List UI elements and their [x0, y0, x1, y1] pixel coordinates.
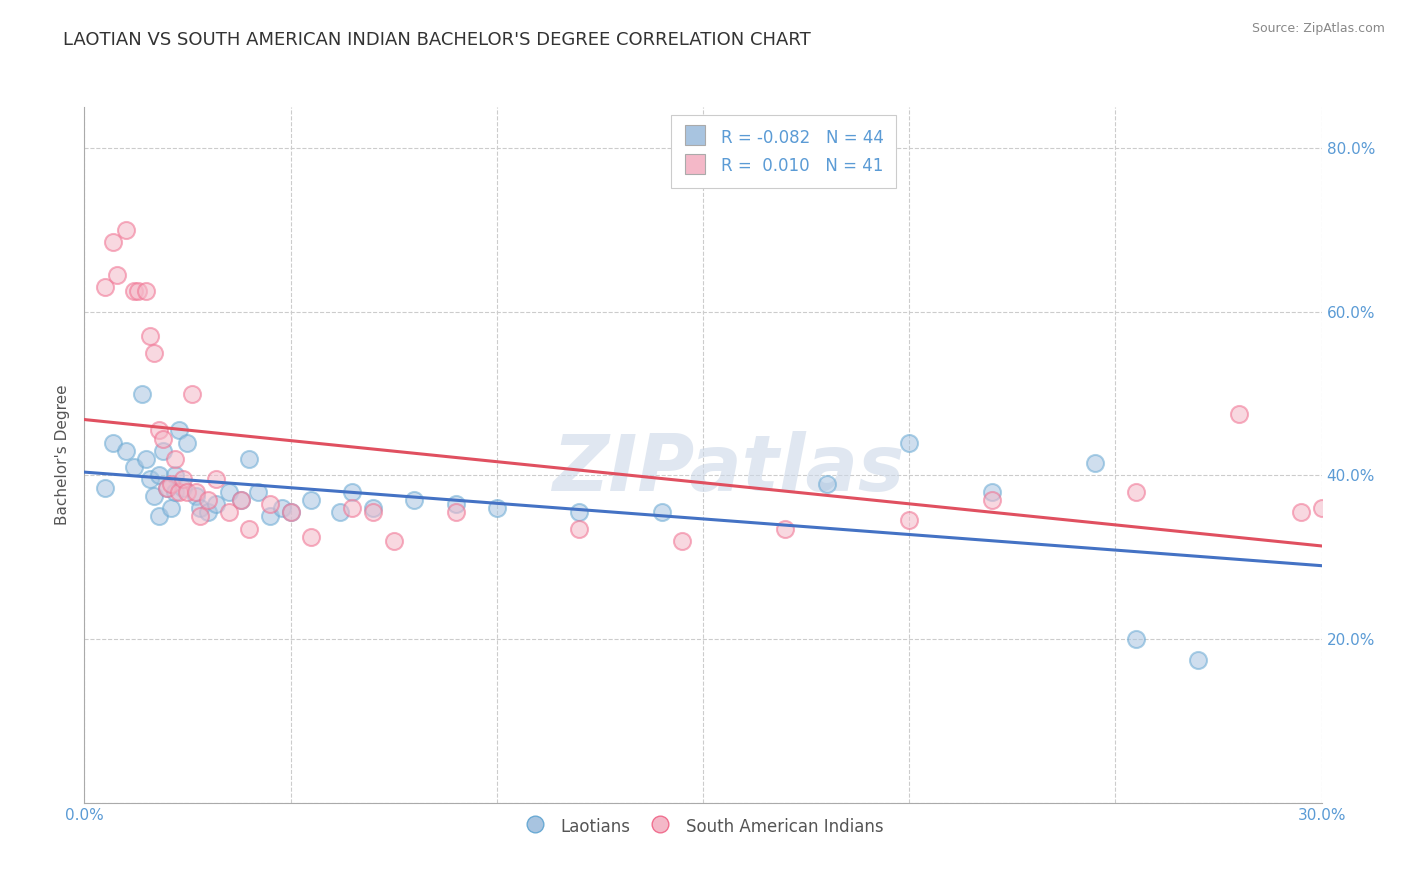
Point — [205, 473, 228, 487]
Point — [135, 284, 157, 298]
Text: ZIPatlas: ZIPatlas — [551, 431, 904, 507]
Point — [156, 481, 179, 495]
Point — [651, 505, 673, 519]
Point — [259, 497, 281, 511]
Point — [105, 268, 128, 282]
Point — [148, 468, 170, 483]
Point — [139, 329, 162, 343]
Point — [165, 452, 187, 467]
Point — [176, 435, 198, 450]
Point — [172, 473, 194, 487]
Point — [980, 484, 1002, 499]
Point — [122, 284, 145, 298]
Point — [152, 432, 174, 446]
Point — [361, 501, 384, 516]
Y-axis label: Bachelor's Degree: Bachelor's Degree — [55, 384, 70, 525]
Point — [197, 492, 219, 507]
Point — [271, 501, 294, 516]
Point — [1310, 501, 1333, 516]
Point — [404, 492, 426, 507]
Point — [156, 481, 179, 495]
Point — [188, 501, 211, 516]
Point — [568, 505, 591, 519]
Point — [127, 284, 149, 298]
Point — [898, 435, 921, 450]
Point — [205, 497, 228, 511]
Point — [1187, 652, 1209, 666]
Point — [238, 522, 260, 536]
Point — [167, 484, 190, 499]
Point — [444, 497, 467, 511]
Point — [94, 280, 117, 294]
Point — [131, 386, 153, 401]
Point — [299, 492, 322, 507]
Point — [280, 505, 302, 519]
Point — [329, 505, 352, 519]
Text: Source: ZipAtlas.com: Source: ZipAtlas.com — [1251, 22, 1385, 36]
Point — [259, 509, 281, 524]
Point — [1125, 632, 1147, 646]
Point — [775, 522, 797, 536]
Point — [143, 345, 166, 359]
Point — [165, 468, 187, 483]
Point — [114, 223, 136, 237]
Point — [218, 505, 240, 519]
Point — [444, 505, 467, 519]
Point — [103, 235, 125, 249]
Point — [160, 476, 183, 491]
Point — [671, 533, 693, 548]
Point — [815, 476, 838, 491]
Point — [143, 489, 166, 503]
Point — [218, 484, 240, 499]
Point — [342, 501, 364, 516]
Point — [361, 505, 384, 519]
Point — [148, 423, 170, 437]
Point — [1125, 484, 1147, 499]
Point — [238, 452, 260, 467]
Point — [1227, 407, 1250, 421]
Point — [980, 492, 1002, 507]
Point — [139, 473, 162, 487]
Point — [135, 452, 157, 467]
Point — [165, 484, 187, 499]
Point — [229, 492, 252, 507]
Point — [167, 423, 190, 437]
Point — [184, 484, 207, 499]
Point — [246, 484, 269, 499]
Point — [103, 435, 125, 450]
Point — [485, 501, 508, 516]
Point — [114, 443, 136, 458]
Point — [184, 489, 207, 503]
Point — [342, 484, 364, 499]
Point — [160, 501, 183, 516]
Point — [229, 492, 252, 507]
Legend: Laotians, South American Indians: Laotians, South American Indians — [516, 810, 890, 843]
Point — [180, 386, 202, 401]
Point — [898, 513, 921, 527]
Point — [382, 533, 405, 548]
Point — [148, 509, 170, 524]
Point — [280, 505, 302, 519]
Point — [152, 443, 174, 458]
Point — [1289, 505, 1312, 519]
Point — [188, 509, 211, 524]
Point — [299, 530, 322, 544]
Point — [1084, 456, 1107, 470]
Point — [122, 460, 145, 475]
Point — [94, 481, 117, 495]
Point — [197, 505, 219, 519]
Point — [568, 522, 591, 536]
Point — [172, 481, 194, 495]
Point — [176, 484, 198, 499]
Text: LAOTIAN VS SOUTH AMERICAN INDIAN BACHELOR'S DEGREE CORRELATION CHART: LAOTIAN VS SOUTH AMERICAN INDIAN BACHELO… — [63, 31, 811, 49]
